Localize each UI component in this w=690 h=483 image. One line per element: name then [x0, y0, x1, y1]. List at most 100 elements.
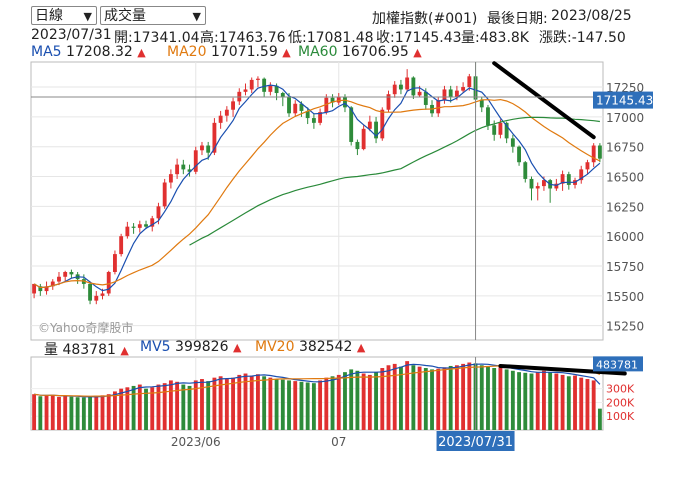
volume-bar [411, 365, 416, 430]
ohlc-low: 低:17081.48 [288, 30, 374, 46]
candle-body [249, 79, 254, 90]
candle-body [523, 162, 528, 179]
volume-bar [467, 362, 472, 430]
candle-body [175, 164, 180, 175]
candle-body [88, 283, 92, 301]
volume-bar [486, 366, 490, 430]
volume-bar [150, 387, 155, 430]
candle-body [69, 271, 74, 275]
volume-bar [106, 394, 111, 430]
volume-bar [454, 365, 459, 430]
candle-body [193, 150, 198, 172]
volume-bar [57, 396, 61, 430]
ohlc-date: 2023/07/31 [31, 27, 112, 43]
volume-bar [498, 367, 503, 430]
volume-bar [430, 369, 434, 430]
volume-tick-label: 200K [606, 396, 635, 409]
candle-body [529, 178, 534, 189]
volume-bar [517, 372, 521, 430]
candle-body [479, 99, 484, 108]
period-select[interactable]: 日線 ▼ [31, 6, 97, 25]
candle-body [256, 78, 260, 80]
legend-vol: 量 483781 ▲ [44, 342, 129, 358]
volume-bar [249, 375, 254, 430]
candle-body [486, 107, 490, 126]
volume-bar [305, 382, 310, 430]
volume-tick-label: 100K [606, 410, 635, 423]
candle-body [299, 103, 304, 111]
indicator-value: 成交量 [104, 8, 146, 24]
candle-body [374, 121, 378, 139]
x-tick-label: 2023/06 [171, 435, 221, 449]
volume-bar [336, 374, 341, 430]
volume-bar [448, 365, 453, 430]
candle-body [566, 174, 571, 185]
candle-body [181, 164, 186, 170]
candle-body [274, 85, 279, 94]
indicator-select[interactable]: 成交量 ▼ [100, 6, 206, 25]
candle-body [231, 101, 235, 110]
x-tick-label: 07 [331, 435, 346, 449]
volume-bar [50, 394, 55, 430]
volume-bar [461, 363, 466, 430]
volume-bar [212, 377, 217, 430]
candle-body [131, 226, 136, 228]
candle-body [268, 85, 273, 92]
candle-body [454, 90, 459, 97]
candle-body [343, 96, 347, 108]
period-value: 日線 [35, 8, 63, 24]
legend-mv5: MV5 399826 ▲ [140, 339, 242, 355]
candle-body [517, 146, 521, 163]
candle-body [399, 84, 403, 90]
candle-body [380, 109, 385, 139]
volume-tag-text: 483781 [596, 358, 638, 371]
volume-bar [293, 381, 298, 430]
volume-bar [268, 377, 273, 430]
volume-bar [436, 368, 441, 430]
ma5-line [33, 84, 601, 292]
volume-bar [566, 376, 571, 430]
candle-body [200, 145, 204, 151]
price-tick-label: 17250 [606, 81, 644, 95]
candle-body [318, 112, 323, 123]
ma60-line [189, 116, 600, 246]
volume-tick-label: 300K [606, 383, 635, 396]
volume-bar [144, 388, 148, 430]
price-tick-label: 16000 [606, 230, 644, 244]
volume-bar [299, 381, 304, 430]
volume-bar [311, 383, 316, 430]
volume-bar [355, 370, 360, 430]
price-tick-label: 15250 [606, 320, 644, 334]
candle-body [579, 169, 584, 181]
volume-bar [168, 380, 173, 430]
volume-bar [417, 366, 422, 430]
candle-body [361, 128, 366, 150]
volume-bar [392, 363, 397, 430]
candle-body [243, 89, 248, 92]
volume-bar [113, 391, 117, 430]
legend-ma20: MA20 17071.59 ▲ [167, 44, 291, 60]
candle-body [262, 78, 267, 92]
volume-bar [361, 373, 366, 430]
trendline-price [492, 61, 596, 140]
volume-bar [125, 387, 130, 430]
volume-bar [162, 383, 167, 430]
candle-body [156, 206, 161, 219]
volume-bar [510, 370, 515, 430]
volume-bar [386, 365, 391, 430]
date-tag [436, 431, 515, 451]
volume-bar [349, 369, 354, 430]
candle-body [187, 169, 192, 172]
chevron-down-icon: ▼ [192, 10, 201, 23]
candle-body [542, 180, 546, 187]
volume-frame [30, 356, 604, 431]
volume-bar [187, 385, 192, 430]
candle-body [405, 77, 410, 90]
chevron-down-icon: ▼ [83, 10, 92, 23]
candle-body [367, 121, 372, 129]
ohlc-open: 開:17341.04 [114, 30, 200, 46]
candle-body [411, 77, 416, 96]
candle-body [32, 283, 37, 294]
volume-bar [256, 374, 260, 430]
